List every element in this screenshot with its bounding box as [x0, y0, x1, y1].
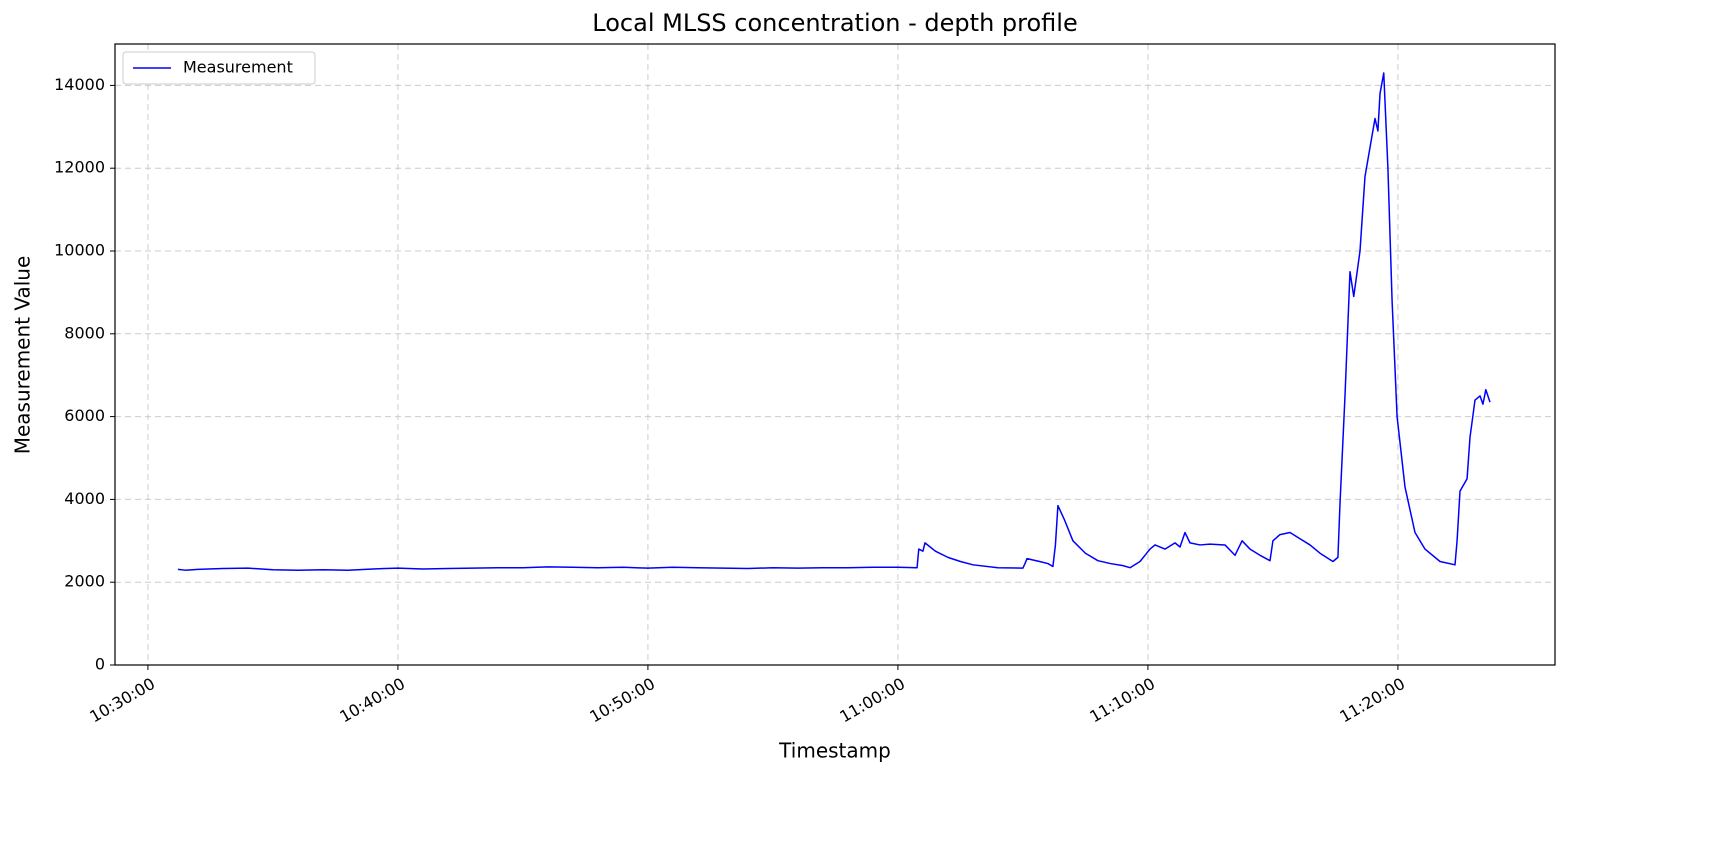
legend: Measurement	[122, 51, 316, 85]
x-axis-label: Timestamp	[778, 739, 891, 763]
x-tick-label: 11:20:00	[1336, 674, 1408, 726]
x-tick-label: 10:40:00	[336, 674, 408, 726]
y-tick-label: 14000	[54, 75, 105, 94]
y-tick-label: 0	[95, 655, 105, 674]
y-tick-label: 10000	[54, 241, 105, 260]
plot-frame	[114, 43, 1556, 666]
chart-title: Local MLSS concentration - depth profile	[592, 9, 1077, 37]
x-tick-label: 10:30:00	[86, 674, 158, 726]
x-tick-label: 11:10:00	[1086, 674, 1158, 726]
y-tick-label: 4000	[64, 489, 105, 508]
y-axis-label: Measurement Value	[11, 256, 35, 455]
data-line	[177, 72, 1491, 571]
legend-label: Measurement	[183, 58, 293, 77]
y-tick-label: 6000	[64, 406, 105, 425]
x-tick-label: 10:50:00	[586, 674, 658, 726]
y-tick-label: 2000	[64, 572, 105, 591]
y-tick-label: 8000	[64, 323, 105, 342]
y-tick-label: 12000	[54, 158, 105, 177]
legend-box	[122, 51, 316, 85]
x-tick-label: 11:00:00	[836, 674, 908, 726]
